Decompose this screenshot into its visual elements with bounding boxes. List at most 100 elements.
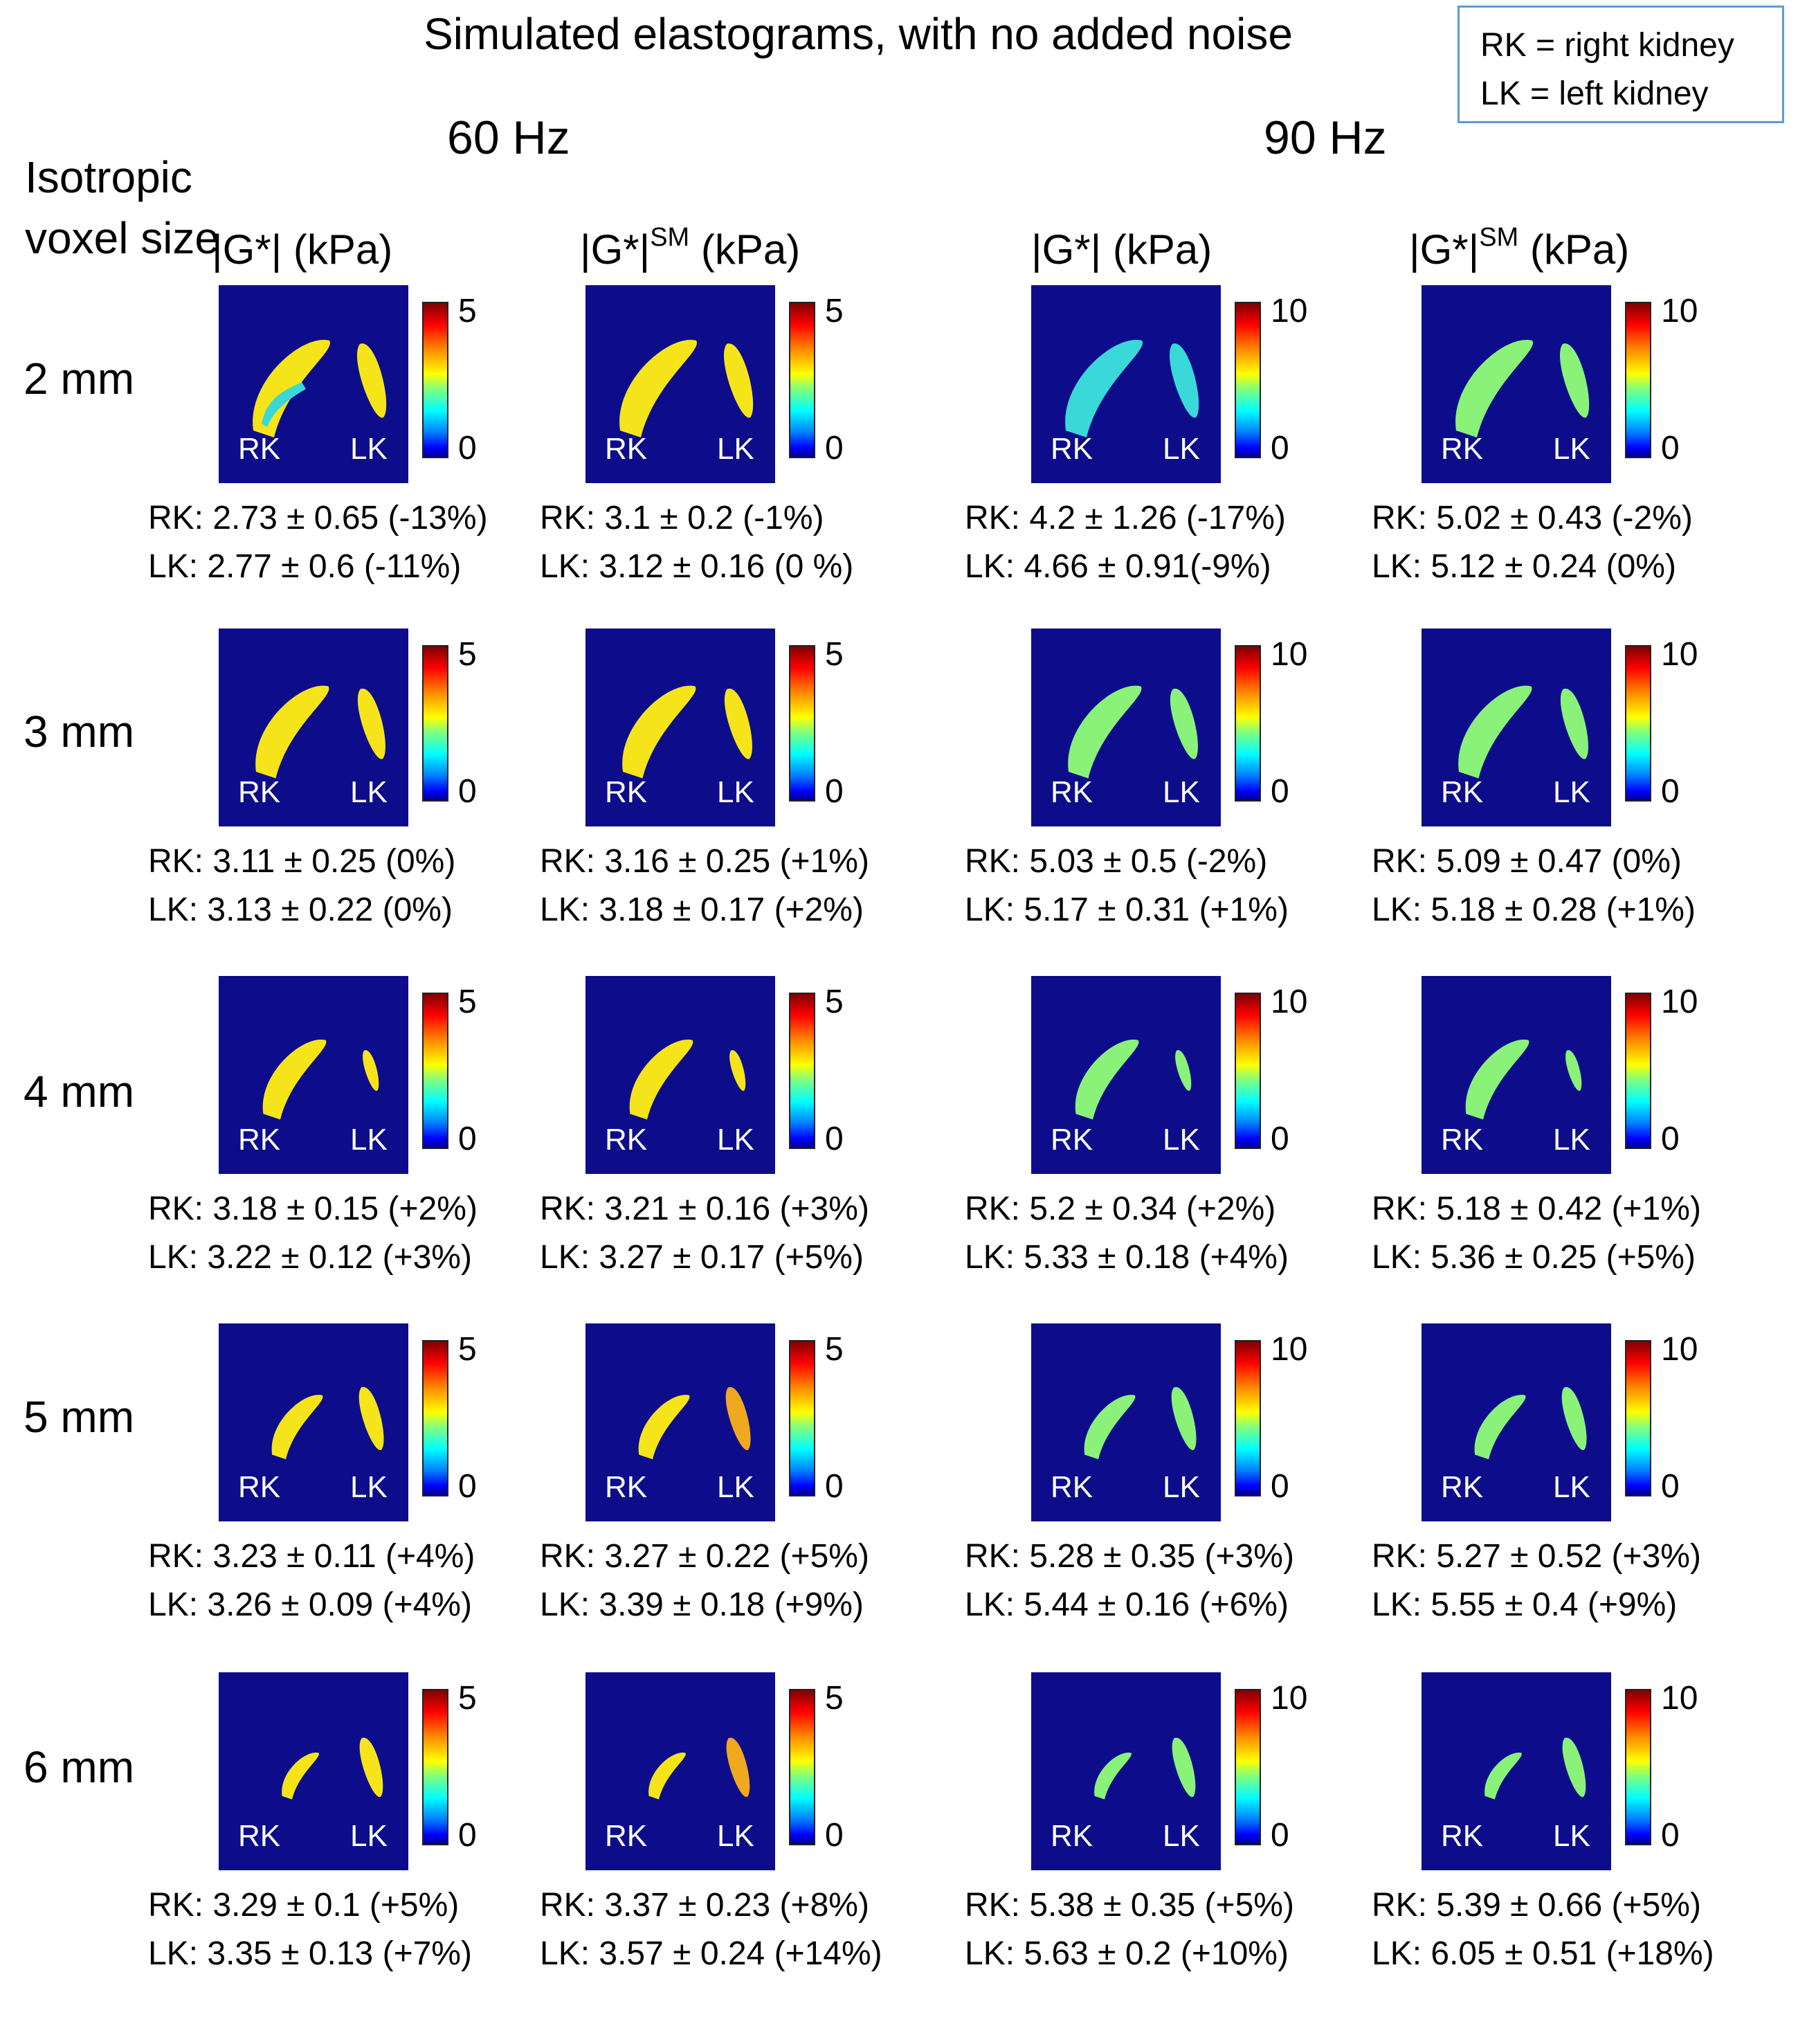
column-header-base: |G*| [580, 226, 651, 273]
lk-label: LK [1163, 1819, 1200, 1853]
colorbar [1235, 993, 1261, 1149]
rk-label: RK [1051, 1470, 1093, 1504]
lk-label: LK [1163, 775, 1200, 809]
elastogram-image: RK LK [1031, 1323, 1221, 1521]
lk-label: LK [717, 1123, 754, 1157]
colorbar-max-tick: 5 [825, 1331, 844, 1368]
figure-title: Simulated elastograms, with no added noi… [424, 9, 1293, 59]
colorbar-min-tick: 0 [458, 773, 477, 810]
colorbar-min-tick: 0 [825, 1121, 844, 1157]
colorbar [1235, 1689, 1261, 1845]
left-kidney-shape [724, 688, 752, 759]
right-kidney-shape [638, 1395, 690, 1460]
colorbar-max-tick: 10 [1271, 984, 1308, 1020]
elastogram-svg [1084, 1386, 1197, 1460]
colorbar-max-tick: 5 [825, 1680, 844, 1717]
elastogram-svg [622, 685, 752, 779]
left-kidney-shape [726, 1737, 750, 1798]
colorbar-min-tick: 0 [825, 1817, 844, 1854]
elastogram-svg [1075, 1039, 1192, 1120]
elastogram-svg [1068, 685, 1198, 779]
elastogram-svg [271, 1386, 384, 1460]
legend-box: RK = right kidney LK = left kidney [1458, 6, 1784, 123]
right-kidney-shape [1474, 1395, 1526, 1460]
left-kidney-shape [729, 1050, 746, 1092]
lk-stat: LK: 3.39 ± 0.18 (+9%) [540, 1586, 864, 1623]
rk-label: RK [238, 775, 281, 809]
rk-stat: RK: 5.02 ± 0.43 (-2%) [1372, 500, 1693, 536]
frequency-90hz: 90 Hz [1264, 111, 1387, 164]
lk-label: LK [350, 1819, 388, 1853]
elastogram-image: RK LK [585, 1672, 775, 1870]
colorbar-min-tick: 0 [1271, 1468, 1289, 1505]
elastogram-image: RK LK [219, 628, 408, 826]
elastogram-image: RK LK [1422, 285, 1611, 483]
colorbar-min-tick: 0 [1271, 430, 1289, 467]
legend-lk: LK = left kidney [1480, 75, 1709, 112]
rk-stat: RK: 3.27 ± 0.22 (+5%) [540, 1538, 869, 1575]
lk-label: LK [350, 775, 388, 809]
frequency-60hz: 60 Hz [447, 111, 570, 164]
rk-stat: RK: 3.11 ± 0.25 (0%) [148, 843, 456, 880]
colorbar-min-tick: 0 [458, 1817, 477, 1854]
rk-stat: RK: 5.39 ± 0.66 (+5%) [1372, 1887, 1701, 1924]
column-header-unit: (kPa) [293, 226, 393, 273]
colorbar-max-tick: 5 [458, 636, 477, 673]
lk-stat: LK: 3.26 ± 0.09 (+4%) [148, 1586, 472, 1623]
colorbar-min-tick: 0 [825, 1468, 844, 1505]
colorbar-min-tick: 0 [1271, 773, 1289, 810]
left-kidney-shape [1171, 1386, 1197, 1451]
lk-label: LK [1553, 1819, 1590, 1853]
rk-label: RK [1051, 1123, 1093, 1157]
rk-stat: RK: 3.16 ± 0.25 (+1%) [540, 843, 869, 880]
rk-label: RK [1051, 432, 1093, 466]
colorbar [1625, 645, 1651, 802]
left-kidney-shape [359, 1737, 383, 1798]
right-kidney-shape [1094, 1752, 1132, 1800]
column-header: |G*|SM (kPa) [580, 223, 801, 273]
elastogram-svg [262, 1039, 379, 1120]
rk-label: RK [238, 1470, 281, 1504]
left-kidney-shape [1169, 343, 1199, 418]
lk-stat: LK: 5.18 ± 0.28 (+1%) [1372, 892, 1696, 928]
rk-stat: RK: 5.09 ± 0.47 (0%) [1372, 843, 1682, 880]
rk-stat: RK: 3.18 ± 0.15 (+2%) [148, 1191, 478, 1227]
lk-label: LK [350, 432, 388, 466]
rk-stat: RK: 3.1 ± 0.2 (-1%) [540, 500, 824, 536]
colorbar-max-tick: 10 [1661, 984, 1698, 1020]
rk-label: RK [1441, 1123, 1484, 1157]
right-kidney-shape [1455, 340, 1533, 437]
left-kidney-shape [1170, 688, 1198, 759]
colorbar [1625, 1340, 1651, 1496]
column-header-unit: (kPa) [1112, 226, 1213, 273]
left-kidney-shape [723, 343, 754, 418]
column-header-base: |G*| [1409, 226, 1480, 273]
right-kidney-shape [1465, 1039, 1529, 1120]
colorbar-max-tick: 10 [1271, 1680, 1308, 1717]
elastogram-image: RK LK [585, 976, 775, 1174]
lk-label: LK [350, 1123, 388, 1157]
rk-stat: RK: 5.38 ± 0.35 (+5%) [965, 1887, 1294, 1924]
lk-stat: LK: 3.57 ± 0.24 (+14%) [540, 1935, 882, 1972]
left-kidney-shape [357, 688, 385, 759]
column-header-unit: (kPa) [700, 226, 801, 273]
elastogram-svg [282, 1737, 383, 1800]
elastogram-svg [648, 1737, 750, 1800]
column-header: |G*| (kPa) [1031, 226, 1212, 273]
colorbar-min-tick: 0 [1271, 1121, 1289, 1157]
lk-stat: LK: 3.12 ± 0.16 (0 %) [540, 548, 854, 585]
colorbar [422, 645, 448, 802]
rk-label: RK [605, 1819, 648, 1853]
lk-stat: LK: 5.63 ± 0.2 (+10%) [965, 1935, 1289, 1972]
elastogram-image: RK LK [219, 1672, 408, 1870]
colorbar [789, 1689, 815, 1845]
rk-stat: RK: 5.27 ± 0.52 (+3%) [1372, 1538, 1701, 1575]
colorbar-min-tick: 0 [825, 430, 844, 467]
lk-label: LK [717, 775, 754, 809]
elastogram-svg [638, 1386, 751, 1460]
row-label: 2 mm [24, 354, 134, 404]
lk-label: LK [1163, 1123, 1200, 1157]
colorbar [422, 1689, 448, 1845]
colorbar [789, 1340, 815, 1496]
lk-stat: LK: 5.36 ± 0.25 (+5%) [1372, 1239, 1696, 1276]
